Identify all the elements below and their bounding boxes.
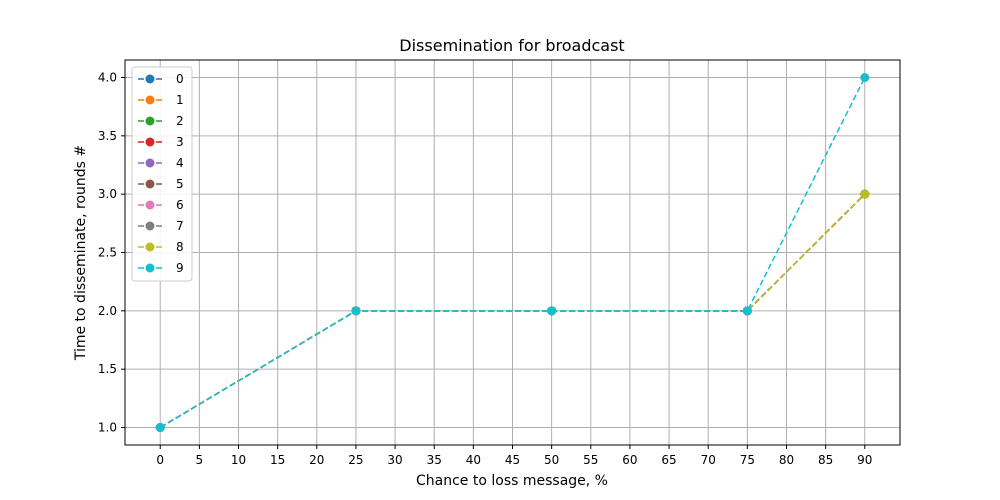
x-tick-label: 0 <box>156 453 164 467</box>
legend-swatch-marker <box>145 137 155 147</box>
series-layer <box>155 73 870 432</box>
legend-item: 9 <box>138 261 184 275</box>
legend-swatch-marker <box>145 200 155 210</box>
x-tick-label: 65 <box>661 453 676 467</box>
data-point <box>742 306 752 316</box>
legend-item: 6 <box>138 198 184 212</box>
legend-label: 0 <box>176 72 184 86</box>
legend-item: 5 <box>138 177 184 191</box>
y-tick-label: 4.0 <box>98 71 117 85</box>
grid <box>125 60 900 445</box>
legend-label: 2 <box>176 114 184 128</box>
legend-item: 0 <box>138 72 184 86</box>
x-tick-label: 85 <box>818 453 833 467</box>
x-tick-label: 50 <box>544 453 559 467</box>
x-axis: 0 5 10 15 20 25 30 35 40 45 50 55 60 65 70 75 80 85 90 <box>156 445 872 467</box>
data-point <box>155 423 165 432</box>
x-tick-label: 70 <box>701 453 716 467</box>
y-tick-label: 1.0 <box>98 421 117 435</box>
x-tick-label: 80 <box>779 453 794 467</box>
legend-label: 9 <box>176 261 184 275</box>
y-tick-label: 1.5 <box>98 362 117 376</box>
legend-swatch-marker <box>145 95 155 105</box>
series-9 <box>155 73 870 432</box>
legend-swatch-marker <box>145 158 155 168</box>
x-tick-label: 30 <box>387 453 402 467</box>
legend-item: 8 <box>138 240 184 254</box>
x-tick-label: 15 <box>270 453 285 467</box>
x-tick-label: 45 <box>505 453 520 467</box>
x-tick-label: 5 <box>196 453 204 467</box>
legend-swatch-marker <box>145 221 155 231</box>
legend-label: 1 <box>176 93 184 107</box>
x-tick-label: 10 <box>231 453 246 467</box>
legend-item: 4 <box>138 156 184 170</box>
x-tick-label: 90 <box>857 453 872 467</box>
data-point <box>351 306 361 316</box>
x-tick-label: 40 <box>466 453 481 467</box>
legend-label: 3 <box>176 135 184 149</box>
legend-label: 4 <box>176 156 184 170</box>
chart-title: Dissemination for broadcast <box>399 36 624 55</box>
legend-swatch-marker <box>145 74 155 84</box>
legend-label: 7 <box>176 219 184 233</box>
x-tick-label: 75 <box>740 453 755 467</box>
y-tick-label: 2.5 <box>98 246 117 260</box>
x-axis-label: Chance to loss message, % <box>416 473 608 489</box>
data-point <box>860 189 870 199</box>
legend-item: 3 <box>138 135 184 149</box>
y-tick-label: 3.0 <box>98 187 117 201</box>
legend-label: 6 <box>176 198 184 212</box>
y-axis-label: Time to disseminate, rounds # <box>73 145 89 361</box>
y-axis: 1.0 1.5 2.0 2.5 3.0 3.5 4.0 <box>98 71 125 435</box>
y-tick-label: 3.5 <box>98 129 117 143</box>
legend-swatch-marker <box>145 179 155 189</box>
legend-swatch-marker <box>145 263 155 273</box>
x-tick-label: 60 <box>622 453 637 467</box>
y-tick-label: 2.0 <box>98 304 117 318</box>
legend-swatch-marker <box>145 242 155 252</box>
x-tick-label: 25 <box>348 453 363 467</box>
x-tick-label: 55 <box>583 453 598 467</box>
x-tick-label: 20 <box>309 453 324 467</box>
legend-item: 7 <box>138 219 184 233</box>
legend-label: 5 <box>176 177 184 191</box>
x-tick-label: 35 <box>427 453 442 467</box>
data-point <box>860 73 870 82</box>
data-point <box>547 306 557 316</box>
legend-item: 2 <box>138 114 184 128</box>
legend-swatch-marker <box>145 116 155 126</box>
legend-label: 8 <box>176 240 184 254</box>
legend-item: 1 <box>138 93 184 107</box>
legend: 0 1 2 3 4 5 6 7 8 9 <box>131 66 193 282</box>
